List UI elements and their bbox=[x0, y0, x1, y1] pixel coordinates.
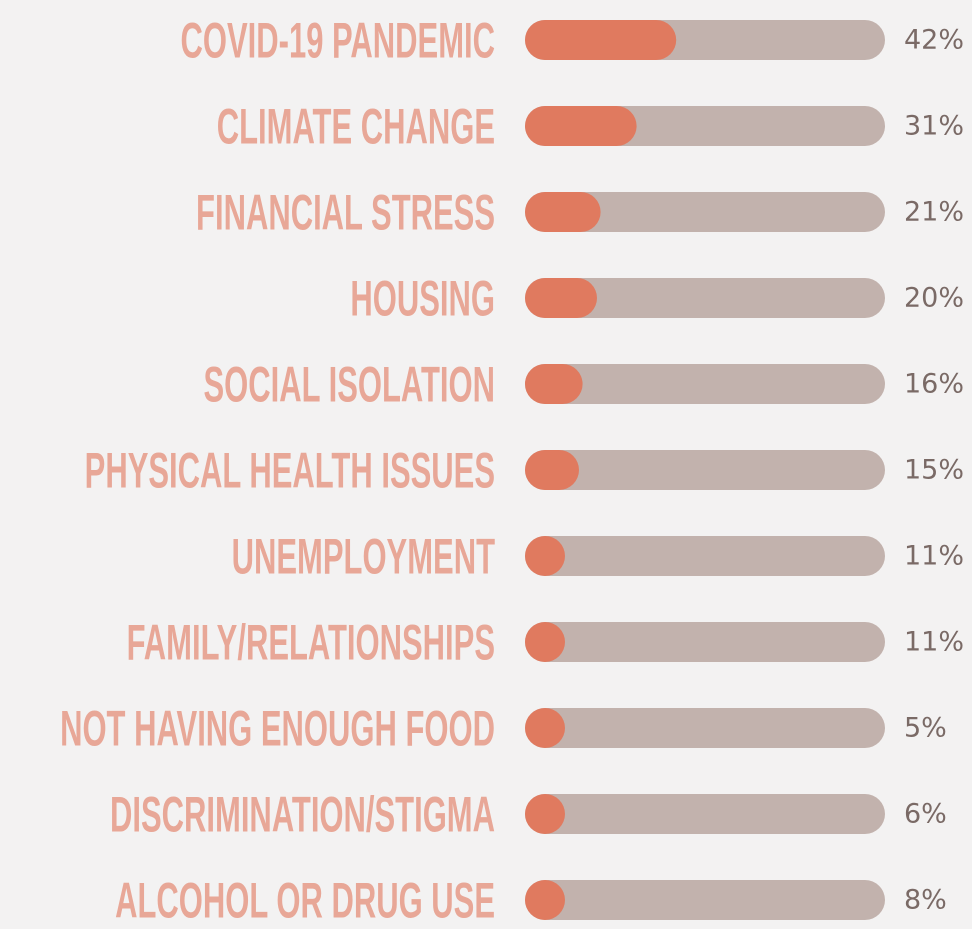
bar-track bbox=[525, 450, 885, 490]
bar bbox=[525, 106, 637, 146]
bar bbox=[525, 708, 565, 748]
value-label: 8% bbox=[904, 885, 947, 916]
bar-track bbox=[525, 622, 885, 662]
bar-track bbox=[525, 278, 885, 318]
category-label: FINANCIAL STRESS bbox=[196, 184, 495, 240]
category-label: HOUSING bbox=[350, 270, 495, 326]
category-label: COVID-19 PANDEMIC bbox=[181, 12, 495, 68]
bar-track bbox=[525, 794, 885, 834]
value-label: 11% bbox=[904, 627, 964, 658]
bar bbox=[525, 20, 677, 60]
bar-track bbox=[525, 364, 885, 404]
value-label: 31% bbox=[904, 111, 964, 142]
bar-track bbox=[525, 192, 885, 232]
value-label: 5% bbox=[904, 713, 947, 744]
value-label: 6% bbox=[904, 799, 947, 830]
category-label: UNEMPLOYMENT bbox=[232, 528, 495, 584]
value-label: 15% bbox=[904, 455, 964, 486]
value-label: 20% bbox=[904, 283, 964, 314]
category-label: CLIMATE CHANGE bbox=[217, 98, 495, 154]
category-label: FAMILY/RELATIONSHIPS bbox=[127, 614, 495, 670]
bar-track bbox=[525, 880, 885, 920]
bar bbox=[525, 192, 601, 232]
bar bbox=[525, 278, 597, 318]
value-label: 16% bbox=[904, 369, 964, 400]
value-label: 11% bbox=[904, 541, 964, 572]
bar bbox=[525, 364, 583, 404]
bar bbox=[525, 536, 565, 576]
bar bbox=[525, 450, 579, 490]
category-label: NOT HAVING ENOUGH FOOD bbox=[60, 700, 495, 756]
category-label: SOCIAL ISOLATION bbox=[204, 356, 495, 412]
bar-track bbox=[525, 708, 885, 748]
bar bbox=[525, 880, 565, 920]
bar bbox=[525, 622, 565, 662]
value-label: 42% bbox=[904, 25, 964, 56]
bar-track bbox=[525, 536, 885, 576]
category-label: PHYSICAL HEALTH ISSUES bbox=[85, 442, 495, 498]
category-label: ALCOHOL OR DRUG USE bbox=[115, 872, 495, 928]
value-label: 21% bbox=[904, 197, 964, 228]
category-label: DISCRIMINATION/STIGMA bbox=[110, 786, 495, 842]
bar bbox=[525, 794, 565, 834]
